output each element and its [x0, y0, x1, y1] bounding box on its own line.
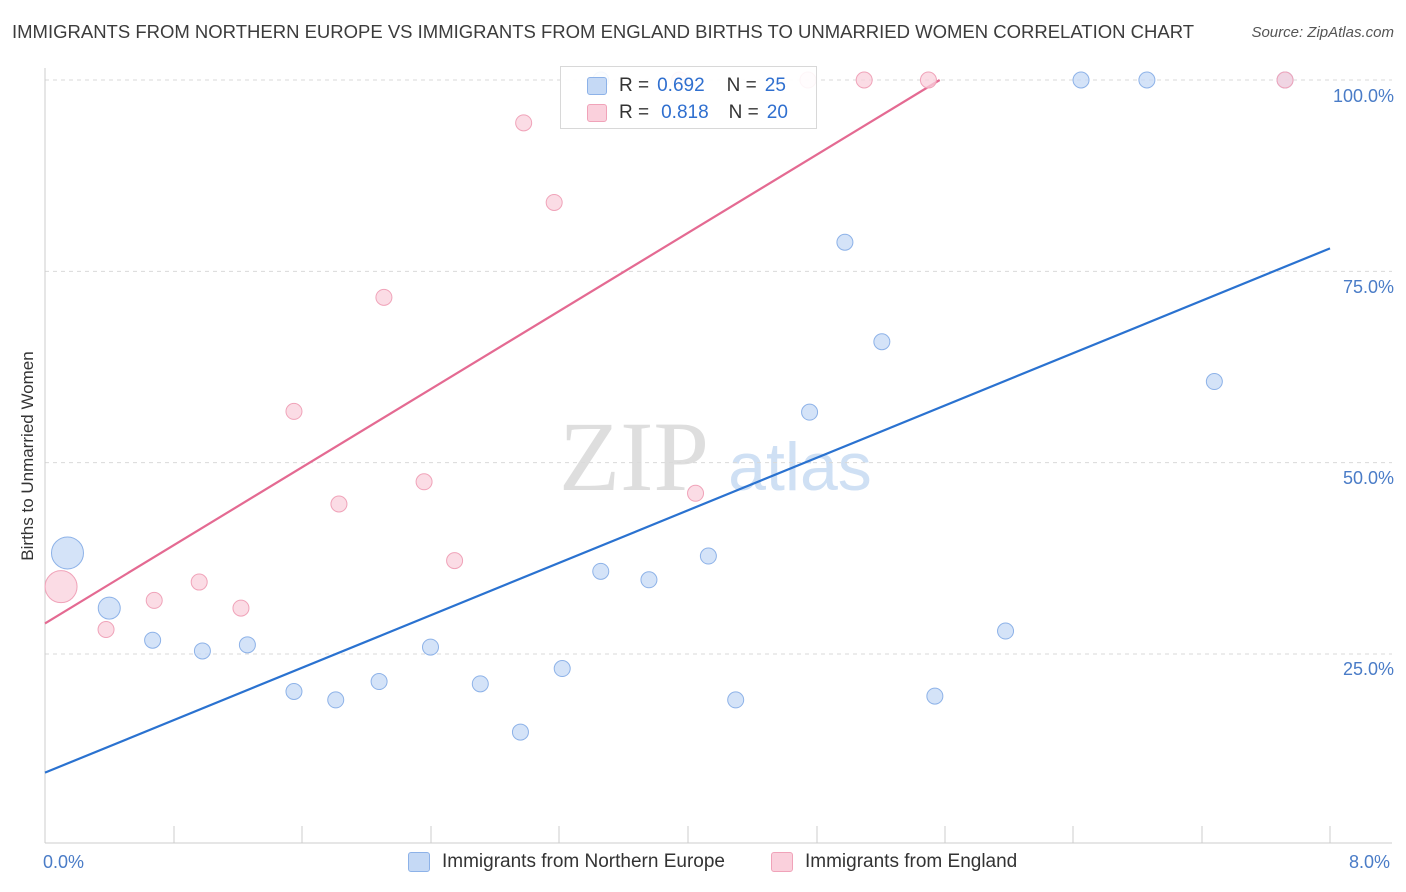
- blue-data-point-13: [592, 562, 610, 580]
- gridlines: [45, 79, 1392, 655]
- legend-row-blue: R = 0.692 N = 25: [561, 72, 786, 100]
- blue-data-point-23: [1072, 71, 1090, 89]
- pink-data-point-7: [330, 495, 348, 513]
- legend-r-label: R =: [619, 102, 650, 123]
- pink-data-point-5: [232, 599, 250, 617]
- pink-data-point-2: [97, 621, 115, 639]
- blue-data-point-25: [1205, 373, 1223, 391]
- pink-data-point-4: [190, 573, 208, 591]
- pink-data-point-3: [145, 591, 163, 609]
- bottom-legend-swatch-pink: [771, 852, 793, 872]
- legend-row-pink: R = 0.818 N = 20: [561, 99, 788, 127]
- blue-data-point-9: [422, 638, 439, 656]
- pink-data-point-12: [545, 193, 563, 211]
- y-tick-label-100: 100.0%: [1332, 86, 1394, 106]
- blue-data-point-24: [1138, 71, 1156, 89]
- chart-title: IMMIGRANTS FROM NORTHERN EUROPE VS IMMIG…: [12, 21, 1195, 42]
- blue-data-point-7: [327, 691, 345, 709]
- y-tick-label-25: 25.0%: [1342, 659, 1394, 679]
- bottom-legend-blue-label: Immigrants from Northern Europe: [442, 851, 725, 872]
- x-tick-label-min: 0.0%: [43, 852, 85, 872]
- source-credit: Source: ZipAtlas.com: [1251, 24, 1394, 41]
- bottom-legend-blue: Immigrants from Northern Europe: [408, 851, 725, 873]
- blue-data-point-17: [727, 691, 745, 709]
- pink-data-point-1: [44, 570, 78, 604]
- bottom-legend-swatch-blue: [408, 852, 430, 872]
- blue-data-point-2: [97, 596, 121, 620]
- x-tick-label-max: 8.0%: [1349, 852, 1391, 872]
- blue-trend-line: [44, 247, 1331, 774]
- blue-data-point-1: [50, 536, 84, 570]
- blue-data-point-19: [836, 233, 854, 251]
- blue-data-point-21: [926, 687, 944, 705]
- legend-n-label: N =: [726, 75, 757, 96]
- pink-data-point-13: [687, 484, 705, 502]
- blue-data-point-3: [144, 631, 162, 649]
- legend-swatch-pink: [587, 104, 607, 122]
- legend-pink-r-value: 0.818: [661, 102, 709, 123]
- blue-data-point-22: [997, 622, 1015, 640]
- pink-data-point-6: [285, 402, 303, 420]
- pink-data-point-10: [446, 552, 464, 570]
- legend-blue-n-value: 25: [764, 75, 786, 96]
- bottom-legend-pink-label: Immigrants from England: [805, 851, 1018, 872]
- bottom-legend-pink: Immigrants from England: [771, 851, 1017, 873]
- blue-data-point-10: [471, 675, 489, 693]
- legend-r-label: R =: [619, 75, 650, 96]
- correlation-legend: R = 0.692 N = 25 R = 0.818 N = 20: [560, 66, 817, 129]
- pink-data-point-11: [515, 114, 533, 132]
- blue-data-point-4: [193, 642, 211, 660]
- legend-pink-n-value: 20: [766, 102, 788, 123]
- blue-data-point-18: [801, 403, 819, 421]
- pink-data-point-17: [919, 71, 937, 89]
- pink-data-point-9: [415, 473, 433, 491]
- watermark-atlas: atlas: [728, 429, 872, 505]
- y-tick-label-50: 50.0%: [1342, 468, 1394, 488]
- blue-data-point-11: [511, 723, 529, 741]
- blue-data-point-20: [873, 333, 891, 351]
- y-tick-label-75: 75.0%: [1342, 277, 1394, 297]
- trend-lines: [44, 79, 1331, 774]
- pink-data-point-16: [855, 71, 873, 89]
- legend-n-label: N =: [728, 102, 759, 123]
- blue-data-point-8: [370, 673, 388, 691]
- legend-swatch-blue: [587, 77, 607, 95]
- blue-data-point-12: [553, 660, 571, 678]
- blue-data-point-14: [640, 571, 658, 589]
- blue-data-point-16: [699, 547, 717, 565]
- pink-data-point-8: [375, 288, 393, 306]
- pink-data-point-18: [1276, 71, 1294, 89]
- pink-trend-line: [44, 79, 941, 625]
- blue-data-point-5: [238, 636, 256, 654]
- axes: [44, 68, 1392, 844]
- blue-data-point-6: [285, 683, 303, 701]
- legend-blue-r-value: 0.692: [657, 75, 705, 96]
- watermark-zip: ZIP: [559, 401, 709, 512]
